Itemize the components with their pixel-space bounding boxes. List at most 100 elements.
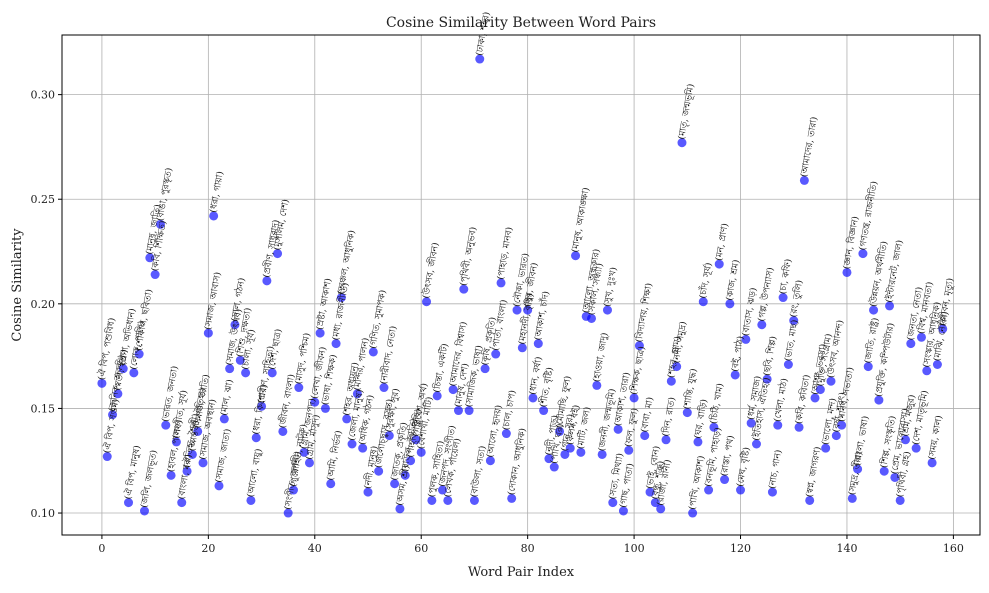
scatter-point bbox=[198, 458, 208, 468]
scatter-point bbox=[762, 374, 772, 384]
scatter-point bbox=[400, 470, 410, 480]
scatter-point bbox=[246, 495, 256, 505]
scatter-point bbox=[666, 376, 676, 386]
point-labels: (ঐ বিপ, পশুবিধ)(ঐ বিপ, সপ্তম)(জনিক, অরুচ… bbox=[96, 11, 956, 511]
scatter-point bbox=[427, 495, 437, 505]
scatter-point bbox=[837, 420, 847, 430]
scatter-point bbox=[826, 376, 836, 386]
scatter-point bbox=[895, 495, 905, 505]
scatter-point bbox=[219, 414, 229, 424]
scatter-point bbox=[390, 479, 400, 489]
scatter-point bbox=[831, 431, 841, 441]
scatter-point bbox=[108, 410, 118, 420]
scatter-point bbox=[134, 349, 144, 359]
scatter-point bbox=[235, 355, 245, 365]
scatter-point bbox=[624, 445, 634, 455]
scatter-point bbox=[406, 456, 416, 466]
x-tick-label: 140 bbox=[836, 542, 857, 555]
x-tick-label: 60 bbox=[414, 542, 428, 555]
scatter-point bbox=[645, 487, 655, 497]
x-axis-label: Word Pair Index bbox=[468, 565, 575, 580]
scatter-point bbox=[741, 334, 751, 344]
scatter-point bbox=[230, 320, 240, 330]
scatter-point bbox=[336, 293, 346, 303]
scatter-point bbox=[693, 437, 703, 447]
grid-lines bbox=[62, 35, 980, 535]
scatter-point bbox=[177, 498, 187, 508]
scatter-point bbox=[310, 397, 320, 407]
scatter-point bbox=[262, 276, 272, 286]
scatter-point bbox=[773, 420, 783, 430]
scatter-point bbox=[853, 464, 863, 474]
scatter-point bbox=[288, 485, 298, 495]
scatter-point bbox=[560, 449, 570, 459]
scatter-point bbox=[618, 506, 628, 516]
scatter-point bbox=[379, 383, 389, 393]
scatter-point bbox=[320, 403, 330, 413]
scatter-point bbox=[778, 293, 788, 303]
scatter-point bbox=[751, 439, 761, 449]
scatter-point bbox=[267, 368, 277, 378]
scatter-point bbox=[805, 495, 815, 505]
scatter-point bbox=[501, 429, 511, 439]
scatter-point bbox=[182, 466, 192, 476]
scatter-point bbox=[730, 370, 740, 380]
scatter-point bbox=[938, 324, 948, 334]
y-tick-label: 0.10 bbox=[31, 507, 56, 520]
x-tick-label: 120 bbox=[730, 542, 751, 555]
scatter-point bbox=[453, 406, 463, 416]
scatter-point bbox=[815, 385, 825, 395]
scatter-point bbox=[571, 251, 581, 261]
plot-area-frame bbox=[61, 34, 981, 536]
scatter-point bbox=[714, 259, 724, 269]
scatter-point bbox=[698, 297, 708, 307]
scatter-point bbox=[863, 362, 873, 372]
scatter-point bbox=[374, 466, 384, 476]
scatter-point bbox=[480, 364, 490, 374]
y-axis-label: Cosine Similarity bbox=[10, 228, 25, 342]
scatter-point bbox=[161, 420, 171, 430]
scatter-point bbox=[448, 385, 458, 395]
scatter-point bbox=[475, 54, 485, 64]
scatter-point bbox=[656, 504, 666, 514]
scatter-point bbox=[416, 447, 426, 457]
scatter-point bbox=[113, 389, 123, 399]
scatter-point bbox=[358, 443, 368, 453]
scatter-point bbox=[858, 249, 868, 259]
scatter-point bbox=[539, 406, 549, 416]
scatter-point bbox=[634, 341, 644, 351]
scatter-point bbox=[890, 472, 900, 482]
scatter-point bbox=[352, 389, 362, 399]
x-tick-label: 40 bbox=[308, 542, 322, 555]
scatter-point bbox=[507, 493, 517, 503]
scatter-point bbox=[485, 456, 495, 466]
scatter-point bbox=[171, 437, 181, 447]
scatter-point bbox=[602, 305, 612, 315]
scatter-point bbox=[155, 219, 165, 229]
scatter-point bbox=[187, 449, 197, 459]
scatter-point bbox=[885, 301, 895, 311]
scatter-point bbox=[549, 462, 559, 472]
scatter-point bbox=[273, 249, 283, 259]
scatter-point bbox=[283, 508, 293, 518]
scatter-point bbox=[368, 347, 378, 357]
scatter-point bbox=[124, 498, 134, 508]
scatter-point bbox=[704, 485, 714, 495]
scatter-point bbox=[193, 426, 203, 436]
y-tick-label: 0.25 bbox=[31, 193, 56, 206]
scatter-point bbox=[916, 332, 926, 342]
scatter-point bbox=[469, 495, 479, 505]
scatter-point bbox=[347, 439, 357, 449]
scatter-point bbox=[299, 447, 309, 457]
scatter-point bbox=[900, 435, 910, 445]
scatter-point bbox=[608, 498, 618, 508]
scatter-point bbox=[757, 320, 767, 330]
scatter-point bbox=[129, 368, 139, 378]
scatter-point bbox=[411, 435, 421, 445]
scatter-point bbox=[209, 211, 219, 221]
scatter-point bbox=[725, 299, 735, 309]
scatter-point bbox=[922, 366, 932, 376]
scatter-point bbox=[592, 380, 602, 390]
scatter-point bbox=[650, 498, 660, 508]
